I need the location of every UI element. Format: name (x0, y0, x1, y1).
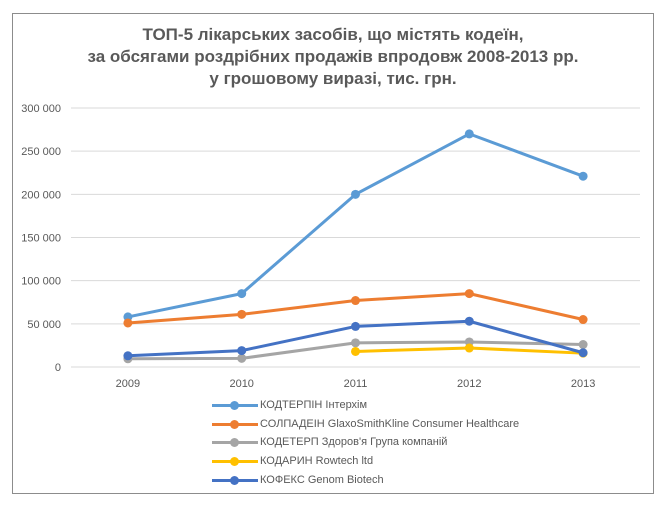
legend-label: СОЛПАДЕІН GlaxoSmithKline Consumer Healt… (260, 417, 520, 430)
data-point (123, 318, 133, 328)
legend-marker-icon (212, 455, 258, 467)
legend-item: КОДТЕРПІН Інтерхім (212, 396, 519, 415)
data-point (237, 289, 247, 299)
y-tick-label: 150 000 (21, 233, 61, 245)
data-point (351, 296, 360, 306)
data-point (578, 171, 588, 181)
legend-label: КОДТЕРПІН Інтерхім (260, 399, 368, 412)
x-tick-label: 2011 (344, 378, 368, 390)
data-point (578, 340, 588, 350)
data-point (351, 346, 360, 356)
data-point (578, 348, 588, 358)
y-tick-label: 100 000 (21, 276, 61, 288)
data-point (237, 346, 247, 356)
chart-frame (12, 13, 654, 494)
data-point (237, 353, 247, 363)
legend-marker-icon (212, 474, 258, 486)
legend-marker-icon (212, 436, 258, 448)
chart-title-line-1: ТОП-5 лікарських засобів, що містять код… (142, 25, 524, 44)
x-tick-label: 2013 (571, 378, 595, 390)
legend-label: КОДАРИН Rowtech ltd (260, 455, 374, 468)
data-point (464, 316, 474, 326)
data-point (237, 309, 247, 319)
legend-item: КОДАРИН Rowtech ltd (212, 452, 519, 471)
y-tick-label: 50 000 (27, 319, 61, 331)
y-tick-label: 300 000 (21, 103, 61, 115)
data-point (464, 343, 474, 353)
legend-marker-icon (212, 399, 258, 411)
chart-title-line-2: за обсягами роздрібних продажів впродовж… (87, 47, 579, 66)
x-tick-label: 2010 (229, 378, 253, 390)
chart-title-line-3: у грошовому виразі, тис. грн. (209, 69, 457, 88)
legend-item: СОЛПАДЕІН GlaxoSmithKline Consumer Healt… (212, 415, 519, 434)
x-tick-label: 2009 (116, 378, 140, 390)
data-point (123, 351, 133, 361)
data-point (464, 129, 474, 139)
legend-item: КОФЕКС Genom Biotech (212, 470, 519, 489)
y-tick-label: 0 (55, 362, 61, 374)
legend-marker-icon (212, 418, 258, 430)
x-tick-label: 2012 (457, 378, 481, 390)
series-line (126, 132, 585, 319)
legend: КОДТЕРПІН Інтерхім СОЛПАДЕІН GlaxoSmithKl… (212, 396, 519, 489)
y-tick-label: 200 000 (21, 189, 61, 201)
y-tick-label: 250 000 (21, 146, 61, 158)
legend-item: КОДЕТЕРП Здоров'я Група компаній (212, 433, 519, 452)
legend-label: КОФЕКС Genom Biotech (260, 473, 384, 486)
data-point (351, 338, 360, 348)
data-point (464, 289, 474, 299)
chart-title: ТОП-5 лікарських засобів, що містять код… (12, 24, 654, 90)
legend-label: КОДЕТЕРП Здоров'я Група компаній (260, 436, 448, 449)
data-point (351, 321, 360, 331)
data-point (578, 315, 588, 325)
data-point (351, 189, 360, 199)
